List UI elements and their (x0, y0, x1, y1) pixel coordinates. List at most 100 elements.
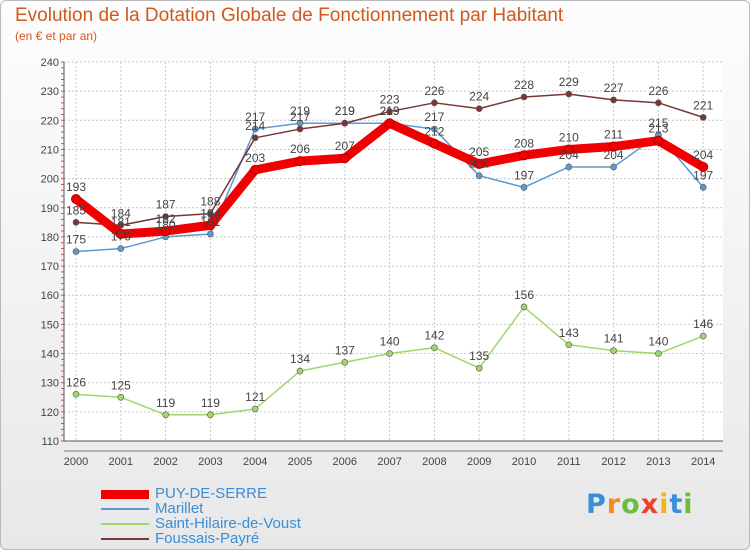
logo-letter: P (586, 489, 607, 520)
x-tick-label: 2011 (557, 456, 581, 468)
data-label: 121 (245, 390, 265, 404)
data-point (699, 184, 707, 191)
data-point (207, 210, 214, 217)
data-point (115, 229, 126, 240)
data-point (117, 221, 125, 229)
data-point (296, 367, 304, 375)
x-tick-label: 2003 (198, 456, 222, 468)
data-label: 185 (66, 203, 86, 217)
data-point (251, 134, 259, 142)
legend-label: Foussais-Payré (155, 530, 260, 547)
chart-subtitle: (en € et par an) (15, 29, 98, 43)
legend-swatch (101, 489, 149, 499)
logo-letter: x (640, 489, 660, 520)
data-label: 125 (111, 378, 131, 392)
x-tick-label: 2014 (691, 456, 715, 468)
data-label: 215 (648, 116, 668, 130)
data-label: 217 (290, 110, 310, 124)
logo-letter: r (606, 489, 622, 520)
data-label: 201 (469, 157, 489, 171)
y-tick-label: 160 (41, 290, 59, 302)
data-point (72, 219, 80, 226)
x-tick-label: 2000 (64, 456, 88, 468)
data-point (429, 138, 440, 149)
x-tick-label: 2007 (377, 456, 401, 468)
data-point (610, 163, 617, 171)
y-tick-label: 230 (41, 86, 59, 98)
data-point (295, 156, 305, 167)
data-label: 143 (559, 326, 579, 340)
data-point (519, 150, 529, 161)
data-label: 217 (424, 110, 444, 124)
legend-swatch (101, 538, 149, 540)
data-point (160, 226, 171, 237)
y-tick-label: 180 (41, 232, 59, 244)
data-point (72, 248, 80, 255)
x-tick-label: 2006 (333, 456, 357, 468)
data-point (520, 93, 528, 101)
data-point (341, 358, 349, 366)
y-tick-label: 130 (41, 378, 59, 390)
y-tick-label: 120 (41, 407, 59, 419)
data-point (71, 194, 81, 205)
data-point (386, 350, 393, 357)
data-point (565, 341, 573, 349)
data-point (608, 141, 619, 152)
data-label: 206 (290, 142, 310, 156)
data-point (251, 405, 259, 413)
data-point (251, 125, 259, 133)
data-label: 193 (66, 180, 86, 194)
data-label: 146 (693, 317, 713, 331)
data-label: 140 (648, 335, 668, 349)
data-label: 175 (66, 233, 86, 247)
data-label: 224 (469, 90, 489, 104)
data-label: 181 (200, 215, 220, 229)
x-tick-label: 2013 (646, 456, 670, 468)
data-point (386, 108, 393, 115)
data-label: 219 (335, 104, 355, 118)
legend-swatch (101, 523, 149, 525)
data-point (520, 184, 528, 191)
data-label: 142 (424, 329, 444, 343)
data-point (339, 153, 350, 164)
chart-title: Evolution de la Dotation Globale de Fonc… (15, 5, 564, 26)
data-point (117, 393, 125, 401)
data-point (653, 135, 664, 146)
legend-label: Marillet (155, 500, 204, 517)
data-point (520, 303, 528, 311)
data-label: 214 (245, 119, 265, 133)
data-label: 182 (156, 212, 176, 226)
data-label: 180 (156, 218, 176, 232)
data-label: 219 (380, 104, 400, 118)
data-label: 203 (245, 151, 265, 165)
data-point (431, 344, 438, 352)
legend-swatch (101, 508, 149, 510)
data-point (563, 144, 574, 155)
y-tick-label: 150 (41, 319, 59, 331)
data-label: 219 (290, 104, 310, 118)
data-label: 211 (604, 128, 623, 142)
data-point (475, 105, 483, 112)
data-label: 226 (648, 84, 668, 98)
x-tick-label: 2005 (288, 456, 312, 468)
y-tick-label: 140 (41, 349, 59, 361)
data-label: 219 (380, 104, 400, 118)
data-label: 184 (111, 206, 131, 220)
y-tick-label: 190 (41, 203, 59, 215)
data-label: 181 (111, 215, 131, 229)
data-point (162, 213, 169, 220)
data-label: 207 (335, 139, 355, 153)
data-label: 221 (693, 98, 713, 112)
x-tick-label: 2012 (601, 456, 625, 468)
data-label: 204 (559, 148, 579, 162)
data-point (250, 164, 261, 175)
legend-label: PUY-DE-SERRE (155, 485, 267, 502)
data-label: 226 (424, 84, 444, 98)
data-point (117, 245, 125, 252)
data-point (72, 391, 80, 398)
x-tick-label: 2010 (512, 456, 536, 468)
data-point (699, 114, 707, 121)
data-point (296, 125, 304, 133)
